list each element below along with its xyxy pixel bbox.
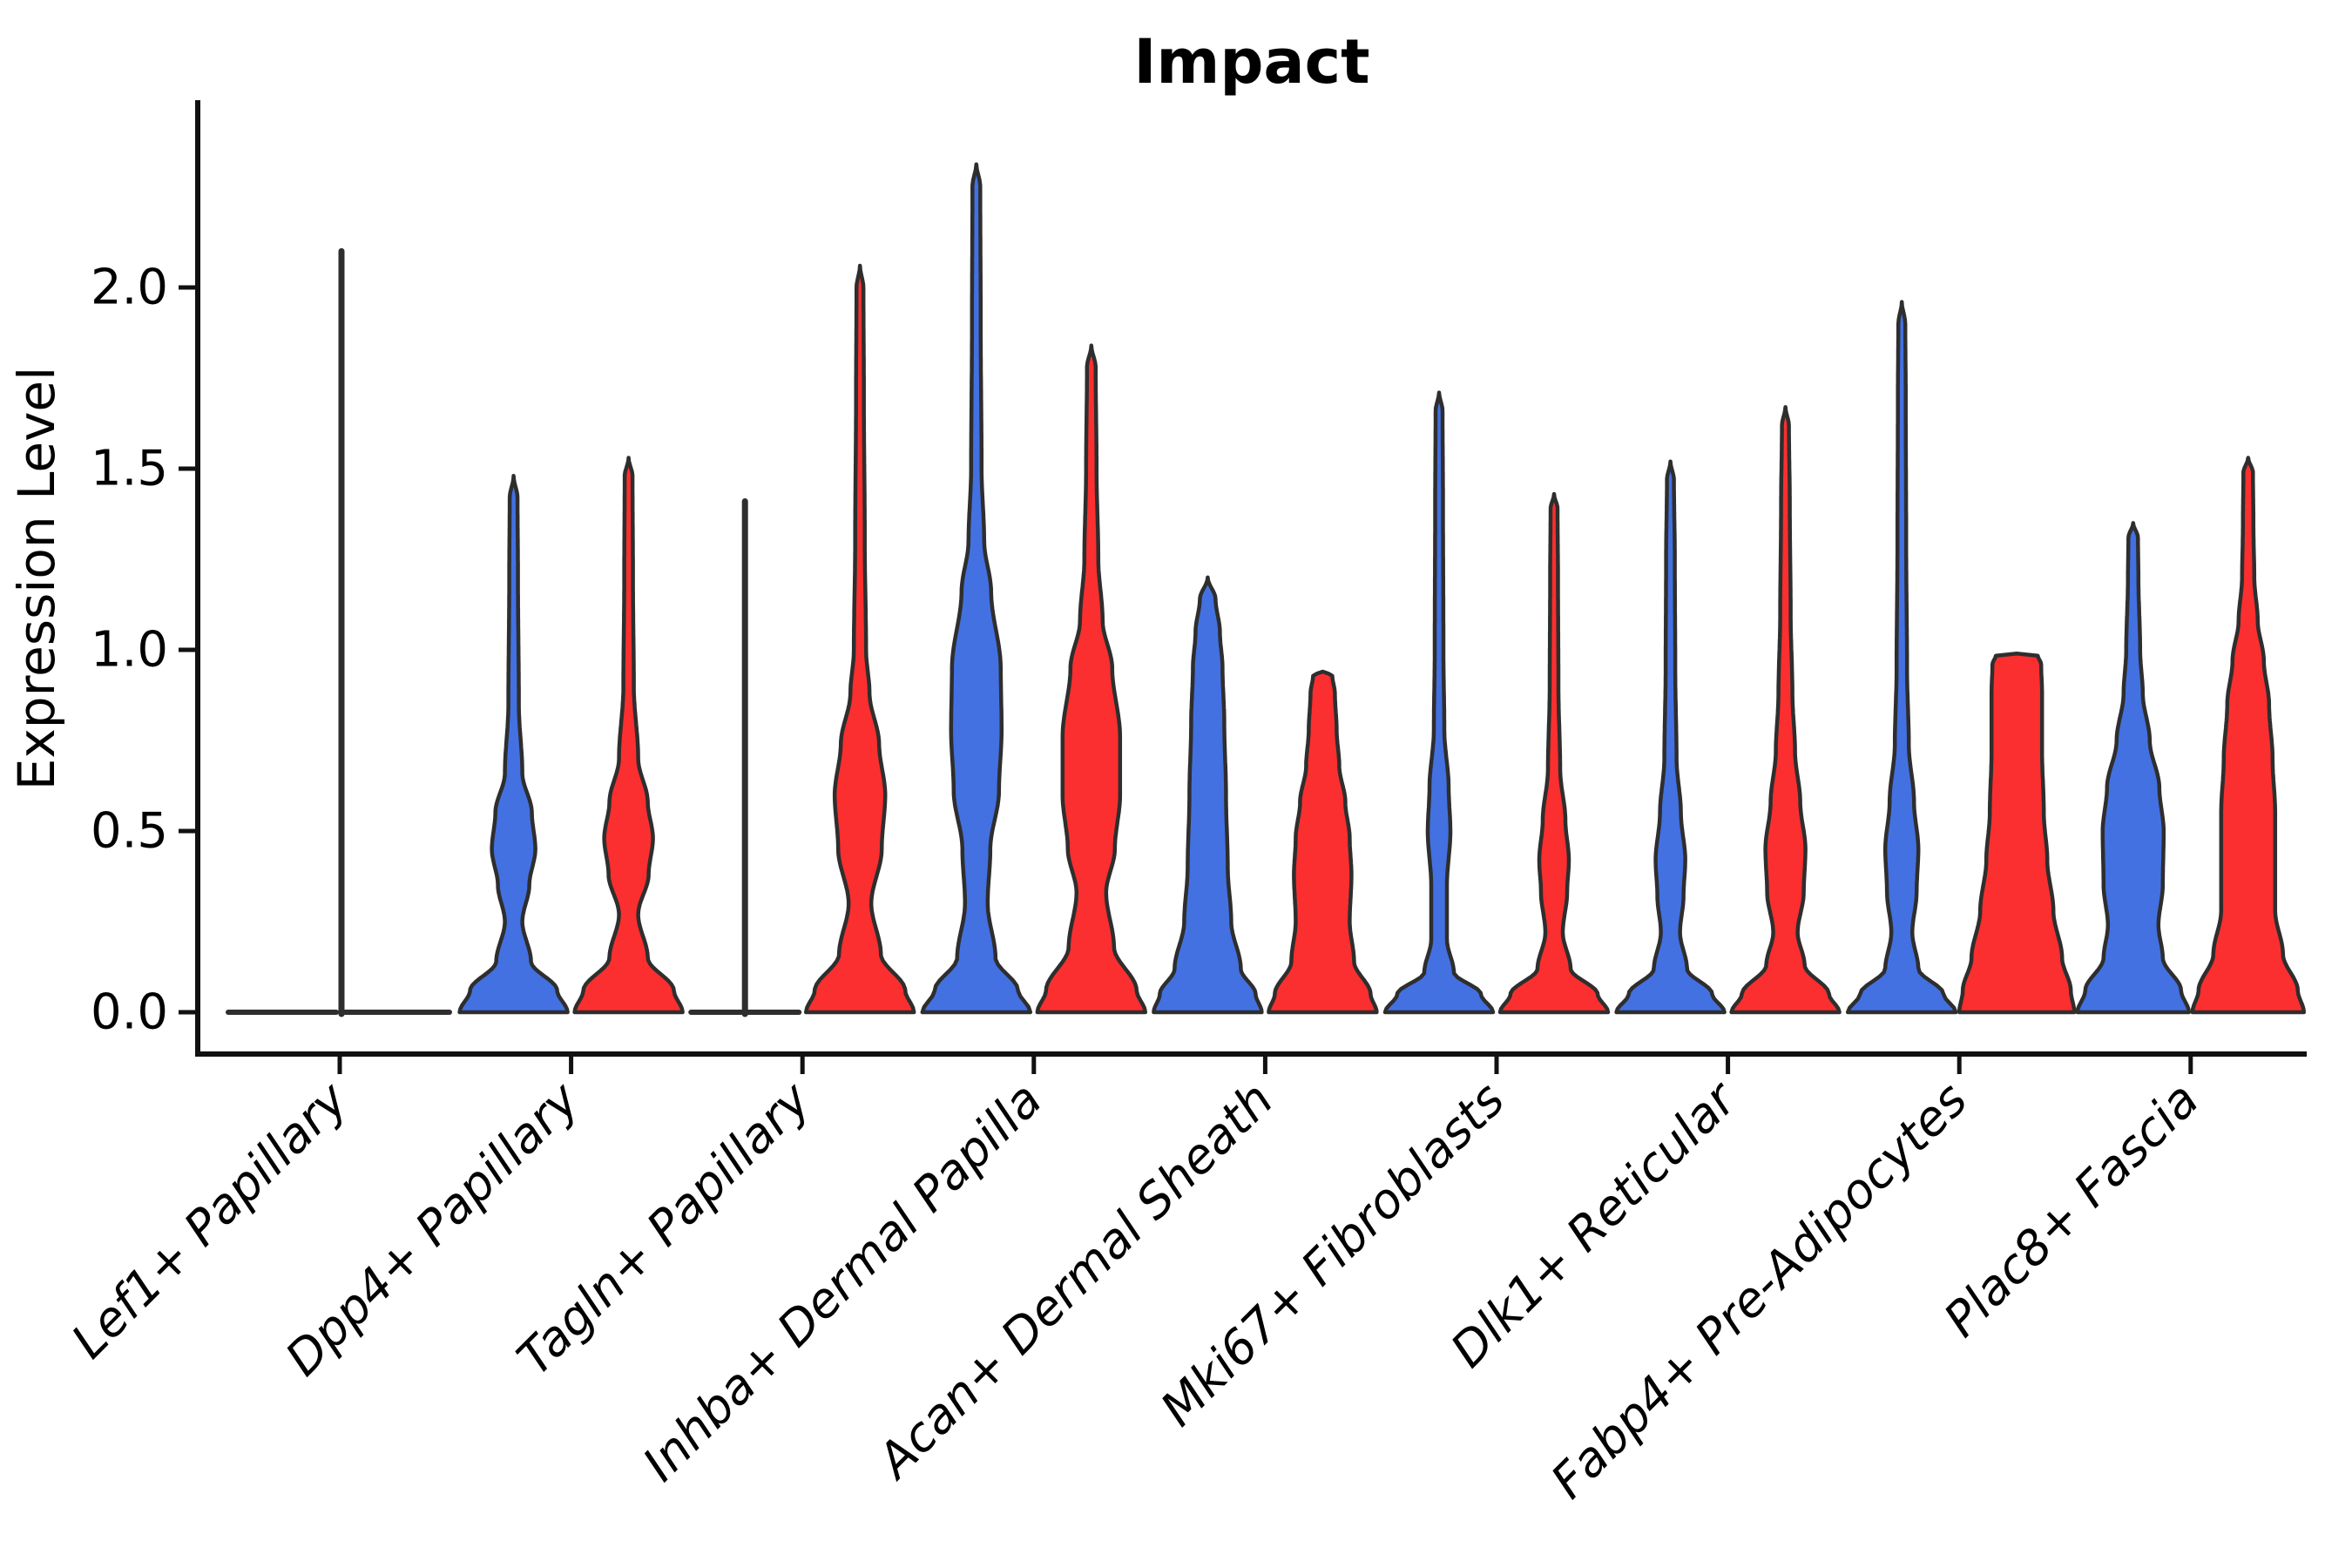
axes <box>195 100 2307 1057</box>
x-tick-label-fabp4-pre-adipocytes: Fabp4+ Pre-Adipocytes <box>1540 1071 1977 1509</box>
chart-title: Impact <box>1133 26 1369 98</box>
violin-mki67-fibroblasts-blue <box>1382 390 1496 1015</box>
violin-dpp4-papillary-blue <box>457 474 570 1015</box>
x-tick-label-inhba-dermal-papilla: Inhba+ Dermal Papilla <box>632 1071 1052 1491</box>
violin-dpp4-papillary-red <box>572 456 685 1015</box>
violin-dlk1-reticular-blue <box>1614 459 1727 1015</box>
violins-layer <box>226 162 2307 1017</box>
violin-acan-dermal-sheath-blue <box>1152 575 1264 1015</box>
violin-inhba-dermal-papilla-red <box>1035 343 1148 1015</box>
x-tick-label-acan-dermal-sheath: Acan+ Dermal Sheath <box>865 1071 1284 1490</box>
y-tick-label: 1.5 <box>91 441 168 497</box>
violin-plac8-fascia-red <box>2190 456 2307 1015</box>
y-tick-label: 0.5 <box>91 803 168 860</box>
y-tick-label: 2.0 <box>91 260 168 316</box>
violin-plac8-fascia-blue <box>2075 521 2192 1015</box>
violin-mki67-fibroblasts-red <box>1497 491 1611 1015</box>
y-ticks: 0.0 0.5 1.0 1.5 2.0 <box>91 260 198 1041</box>
violin-tagln-papillary-red <box>803 263 916 1015</box>
violin-inhba-dermal-papilla-blue <box>920 162 1033 1015</box>
violin-fabp4-pre-adipocytes-red <box>1957 651 2077 1015</box>
violin-acan-dermal-sheath-red <box>1267 669 1379 1015</box>
violin-fabp4-pre-adipocytes-blue <box>1845 300 1958 1015</box>
y-tick-label: 0.0 <box>91 984 168 1041</box>
y-axis-label: Expression Level <box>7 367 66 790</box>
y-tick-label: 1.0 <box>91 622 168 679</box>
violin-dlk1-reticular-red <box>1729 405 1842 1015</box>
